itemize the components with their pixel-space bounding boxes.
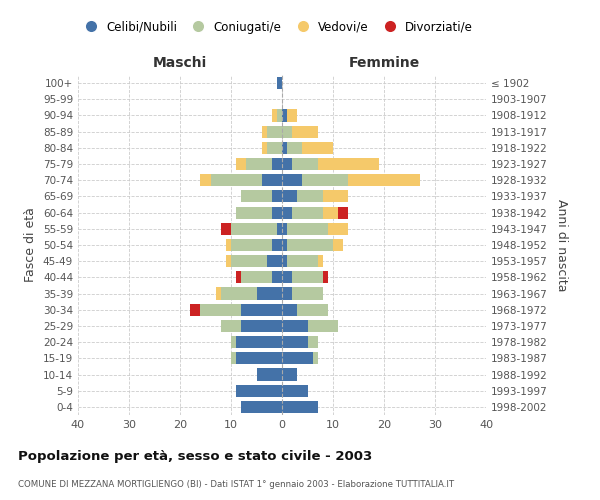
Bar [262, 126, 267, 138]
Bar [282, 126, 292, 138]
Bar [287, 110, 298, 122]
Bar [282, 384, 308, 397]
Bar [236, 158, 247, 170]
Bar [257, 288, 282, 300]
Y-axis label: Anni di nascita: Anni di nascita [554, 198, 568, 291]
Bar [211, 174, 262, 186]
Bar [298, 190, 323, 202]
Bar [282, 110, 287, 122]
Bar [349, 174, 420, 186]
Bar [200, 174, 211, 186]
Bar [257, 368, 282, 380]
Bar [241, 272, 272, 283]
Bar [282, 288, 292, 300]
Bar [282, 401, 318, 413]
Bar [267, 255, 282, 268]
Bar [287, 239, 333, 251]
Bar [338, 206, 349, 218]
Bar [241, 304, 282, 316]
Bar [236, 352, 282, 364]
Bar [200, 304, 241, 316]
Bar [231, 352, 236, 364]
Bar [308, 320, 338, 332]
Bar [241, 401, 282, 413]
Bar [282, 272, 292, 283]
Bar [236, 272, 241, 283]
Bar [236, 336, 282, 348]
Bar [272, 158, 282, 170]
Bar [292, 126, 318, 138]
Bar [328, 222, 349, 235]
Bar [262, 142, 267, 154]
Bar [236, 206, 272, 218]
Bar [282, 206, 292, 218]
Bar [282, 142, 287, 154]
Bar [308, 336, 318, 348]
Text: COMUNE DI MEZZANA MORTIGLIENGO (BI) - Dati ISTAT 1° gennaio 2003 - Elaborazione : COMUNE DI MEZZANA MORTIGLIENGO (BI) - Da… [18, 480, 454, 489]
Bar [282, 255, 287, 268]
Bar [287, 222, 328, 235]
Bar [267, 142, 282, 154]
Bar [277, 110, 282, 122]
Bar [282, 190, 298, 202]
Bar [282, 352, 313, 364]
Bar [287, 255, 318, 268]
Text: Maschi: Maschi [153, 56, 207, 70]
Bar [287, 142, 302, 154]
Bar [292, 272, 323, 283]
Bar [262, 174, 282, 186]
Bar [221, 288, 257, 300]
Bar [226, 255, 231, 268]
Bar [318, 158, 379, 170]
Bar [282, 304, 298, 316]
Bar [292, 158, 318, 170]
Text: Femmine: Femmine [349, 56, 419, 70]
Legend: Celibi/Nubili, Coniugati/e, Vedovi/e, Divorziati/e: Celibi/Nubili, Coniugati/e, Vedovi/e, Di… [74, 16, 478, 38]
Bar [241, 190, 272, 202]
Bar [282, 239, 287, 251]
Bar [272, 110, 277, 122]
Bar [313, 352, 318, 364]
Text: Popolazione per età, sesso e stato civile - 2003: Popolazione per età, sesso e stato civil… [18, 450, 372, 463]
Bar [231, 222, 277, 235]
Bar [298, 304, 328, 316]
Bar [277, 222, 282, 235]
Bar [221, 320, 241, 332]
Bar [231, 336, 236, 348]
Bar [302, 174, 349, 186]
Bar [272, 239, 282, 251]
Bar [318, 255, 323, 268]
Bar [247, 158, 272, 170]
Bar [272, 272, 282, 283]
Bar [282, 336, 308, 348]
Bar [323, 272, 328, 283]
Bar [282, 320, 308, 332]
Bar [292, 206, 323, 218]
Bar [267, 126, 282, 138]
Bar [277, 77, 282, 89]
Bar [231, 239, 272, 251]
Bar [272, 206, 282, 218]
Bar [282, 222, 287, 235]
Bar [231, 255, 267, 268]
Bar [272, 190, 282, 202]
Bar [302, 142, 333, 154]
Bar [221, 222, 231, 235]
Bar [323, 190, 349, 202]
Bar [323, 206, 338, 218]
Bar [282, 158, 292, 170]
Bar [333, 239, 343, 251]
Bar [292, 288, 323, 300]
Bar [282, 174, 302, 186]
Bar [236, 384, 282, 397]
Bar [241, 320, 282, 332]
Bar [216, 288, 221, 300]
Bar [190, 304, 200, 316]
Y-axis label: Fasce di età: Fasce di età [25, 208, 37, 282]
Bar [282, 368, 298, 380]
Bar [226, 239, 231, 251]
